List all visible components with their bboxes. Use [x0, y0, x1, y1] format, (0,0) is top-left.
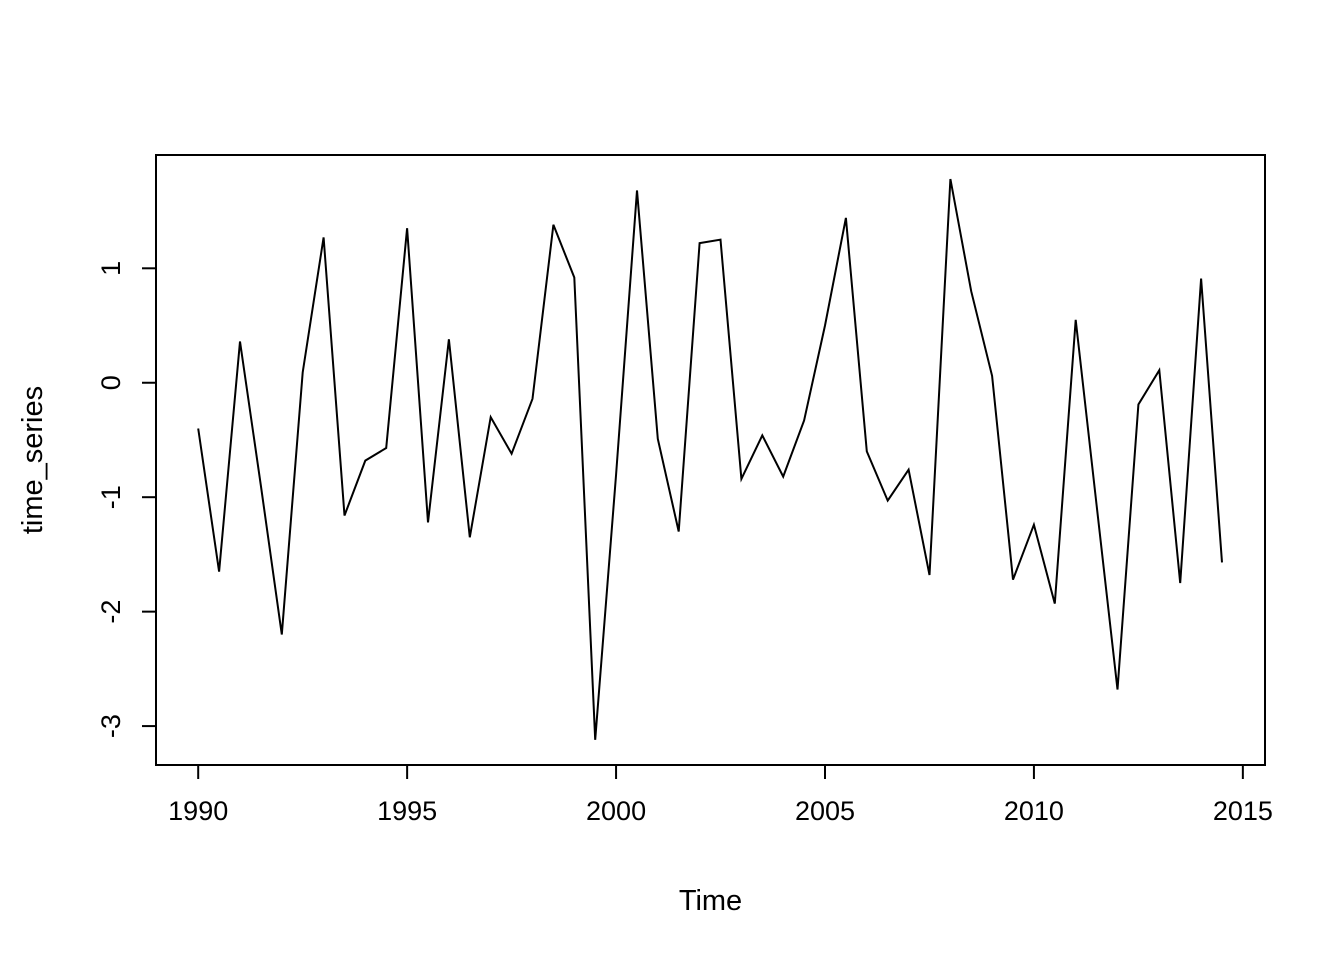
y-axis-title: time_series: [17, 386, 49, 534]
x-tick-label: 1995: [377, 796, 437, 826]
y-tick-label: -1: [96, 485, 126, 509]
y-tick-label: 0: [96, 375, 126, 390]
x-axis-title: Time: [679, 885, 742, 917]
plot-border: [155, 154, 1266, 766]
timeseries-line: [197, 178, 1223, 740]
x-tick-label: 2000: [586, 796, 646, 826]
x-axis-ticks: 1990 1995 2000 2005 2010 2015: [168, 765, 1273, 826]
x-tick-label: 2005: [795, 796, 855, 826]
y-axis-ticks: 1 0 -1 -2 -3: [96, 261, 156, 738]
y-tick-label: -2: [96, 600, 126, 624]
x-tick-label: 1990: [168, 796, 228, 826]
x-tick-label: 2010: [1004, 796, 1064, 826]
y-tick-label: -3: [96, 714, 126, 738]
x-tick-label: 2015: [1213, 796, 1273, 826]
y-tick-label: 1: [96, 261, 126, 276]
